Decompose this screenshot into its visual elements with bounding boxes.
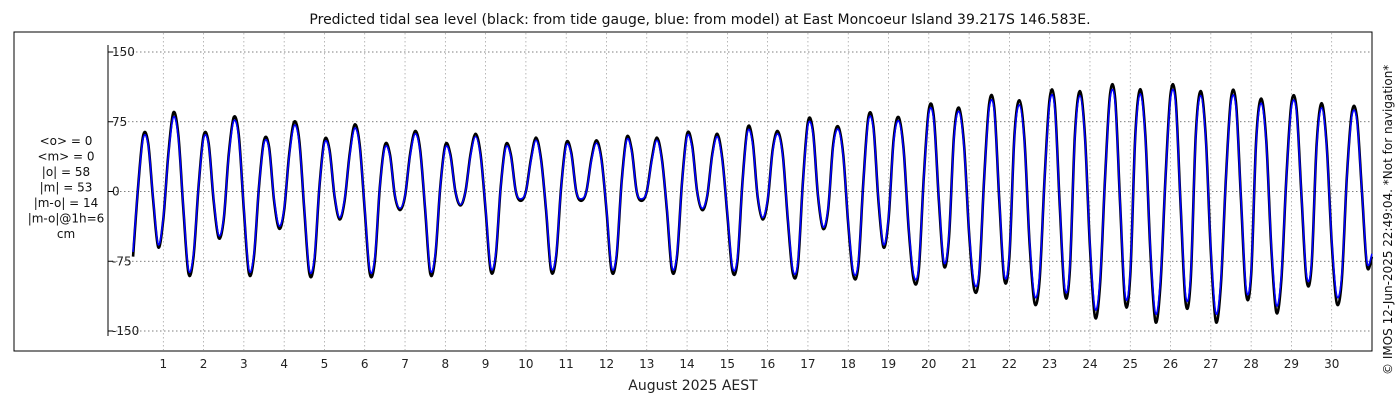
x-axis: 1 2 3 4 5 6 7 8 9 10 11 12 13 14 15 16 17 18 19 20 21 22 23 24 2… <box>159 357 1339 371</box>
x-tick-label: 6 <box>361 357 369 371</box>
x-tick-label: 29 <box>1284 357 1299 371</box>
x-tick-label: 30 <box>1324 357 1339 371</box>
x-tick-label: 4 <box>280 357 288 371</box>
stat-line: <o> = 0 <box>40 134 93 148</box>
y-tick-label: -150 <box>112 324 139 338</box>
x-tick-label: 12 <box>599 357 614 371</box>
x-tick-label: 3 <box>240 357 248 371</box>
x-tick-label: 26 <box>1163 357 1178 371</box>
y-axis: -150 -75 0 75 150 <box>107 45 139 338</box>
stat-line: |m| = 53 <box>40 181 93 195</box>
x-tick-label: 9 <box>482 357 490 371</box>
x-tick-label: 10 <box>518 357 533 371</box>
stat-line: <m> = 0 <box>37 150 94 164</box>
series-layer <box>131 82 1374 324</box>
x-tick-label: 7 <box>401 357 409 371</box>
x-tick-label: 22 <box>1002 357 1017 371</box>
x-tick-label: 25 <box>1123 357 1138 371</box>
y-tick-label: 0 <box>112 185 120 199</box>
y-tick-label: 150 <box>112 45 135 59</box>
x-tick-label: 8 <box>442 357 450 371</box>
x-tick-label: 14 <box>679 357 694 371</box>
stat-line: |m-o| = 14 <box>34 196 99 210</box>
x-tick-label: 24 <box>1082 357 1097 371</box>
stat-line: |m-o|@1h=6 <box>28 212 105 226</box>
x-tick-label: 27 <box>1203 357 1218 371</box>
x-axis-label: August 2025 AEST <box>628 378 758 394</box>
x-tick-label: 5 <box>321 357 329 371</box>
chart-title: Predicted tidal sea level (black: from t… <box>309 12 1090 28</box>
stats-block: <o> = 0 <m> = 0|o| = 58 |m| = 53|m-o| = 14… <box>28 134 105 241</box>
x-tick-label: 21 <box>961 357 976 371</box>
x-tick-label: 20 <box>921 357 936 371</box>
x-tick-label: 18 <box>841 357 856 371</box>
x-tick-label: 15 <box>720 357 735 371</box>
grid-layer <box>112 33 1372 350</box>
series-line-model <box>132 88 1373 316</box>
x-tick-label: 19 <box>881 357 896 371</box>
x-tick-label: 23 <box>1042 357 1057 371</box>
stat-line: cm <box>57 227 75 241</box>
y-tick-label: 75 <box>112 115 127 129</box>
x-tick-label: 11 <box>559 357 574 371</box>
credit-text: © IMOS 12-Jun-2025 22:49:04. *Not for na… <box>1381 65 1395 375</box>
x-tick-label: 1 <box>159 357 167 371</box>
plot-frame <box>13 31 1373 352</box>
x-tick-label: 2 <box>200 357 208 371</box>
x-tick-label: 16 <box>760 357 775 371</box>
y-tick-label: -75 <box>112 254 132 268</box>
x-tick-label: 28 <box>1243 357 1258 371</box>
stat-line: |o| = 58 <box>42 165 90 179</box>
x-tick-label: 17 <box>800 357 815 371</box>
x-tick-label: 13 <box>639 357 654 371</box>
